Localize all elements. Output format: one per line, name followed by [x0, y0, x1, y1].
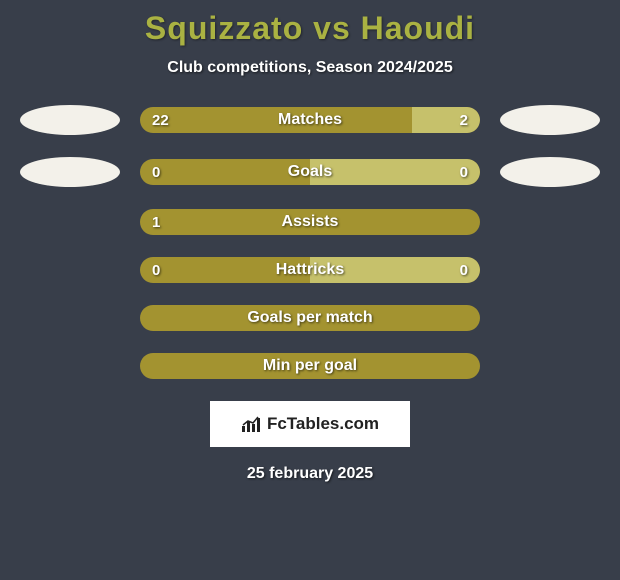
player1-marker — [20, 105, 120, 135]
stat-label: Goals per match — [140, 305, 480, 331]
player1-name: Squizzato — [145, 10, 303, 46]
comparison-container: Squizzato vs Haoudi Club competitions, S… — [0, 0, 620, 580]
subtitle: Club competitions, Season 2024/2025 — [0, 59, 620, 77]
stat-row-goals-per-match: Goals per match — [0, 305, 620, 331]
stat-row-min-per-goal: Min per goal — [0, 353, 620, 379]
bar-chart-icon — [241, 415, 263, 433]
stat-label: Hattricks — [140, 257, 480, 283]
player2-name: Haoudi — [361, 10, 475, 46]
stats-rows: Matches222Goals00Assists1Hattricks00Goal… — [0, 105, 620, 379]
stat-row-goals: Goals0 0 — [0, 157, 620, 187]
stat-row-matches: Matches222 — [0, 105, 620, 135]
stat-bar: Assists1 — [140, 209, 480, 235]
stat-value-left: 1 — [152, 209, 160, 235]
stat-label: Goals — [140, 159, 480, 185]
stat-value-left: 0 — [152, 257, 160, 283]
stat-bar: Hattricks0 0 — [140, 257, 480, 283]
stat-bar: Goals0 0 — [140, 159, 480, 185]
stat-row-hattricks: Hattricks0 0 — [0, 257, 620, 283]
stat-value-left: 0 — [152, 159, 160, 185]
logo-box: FcTables.com — [210, 401, 410, 447]
date-text: 25 february 2025 — [0, 465, 620, 483]
stat-bar: Min per goal — [140, 353, 480, 379]
logo-label: FcTables.com — [267, 414, 379, 434]
stat-label: Assists — [140, 209, 480, 235]
player1-marker — [20, 157, 120, 187]
logo-text: FcTables.com — [241, 414, 379, 434]
stat-value-right: 2 — [460, 107, 468, 133]
stat-row-assists: Assists1 — [0, 209, 620, 235]
stat-bar: Goals per match — [140, 305, 480, 331]
stat-value-right: 0 — [460, 257, 468, 283]
stat-label: Matches — [140, 107, 480, 133]
player2-marker — [500, 157, 600, 187]
title-vs: vs — [313, 10, 360, 46]
stat-label: Min per goal — [140, 353, 480, 379]
stat-bar: Matches222 — [140, 107, 480, 133]
stat-value-left: 22 — [152, 107, 169, 133]
stat-value-right: 0 — [460, 159, 468, 185]
page-title: Squizzato vs Haoudi — [0, 10, 620, 47]
player2-marker — [500, 105, 600, 135]
